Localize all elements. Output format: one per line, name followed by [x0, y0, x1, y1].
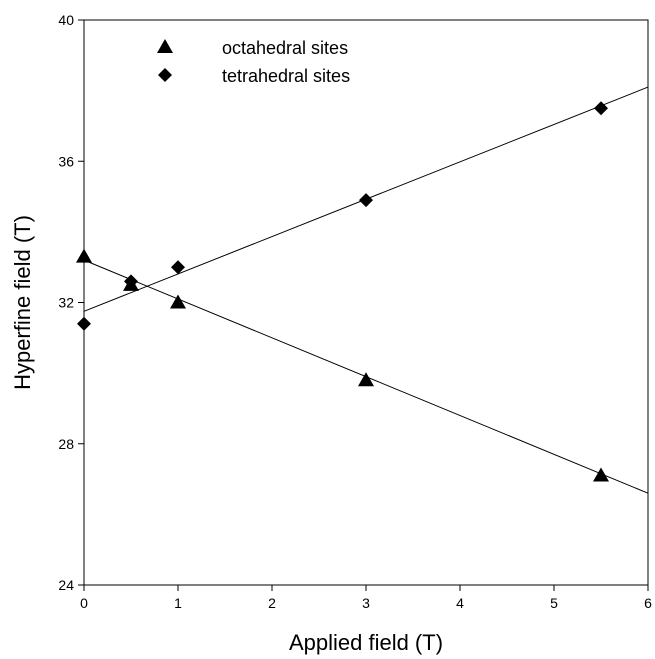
octahedral-data-point	[593, 467, 609, 482]
octahedral-data-point	[170, 294, 186, 309]
tetrahedral-data-point	[124, 274, 138, 289]
x-tick-label: 2	[268, 595, 276, 611]
fit-lines	[83, 86, 649, 494]
tetrahedral-data-point	[77, 316, 91, 331]
y-tick-label: 36	[58, 153, 74, 169]
y-axis: 24 28 32 36 40	[58, 12, 84, 593]
legend-marker-diamond	[158, 68, 172, 82]
y-tick-label: 32	[58, 295, 74, 311]
legend-item-tetrahedral: tetrahedral sites	[158, 66, 350, 86]
tetrahedral-data-point	[594, 101, 608, 116]
x-tick-label: 1	[174, 595, 182, 611]
tetrahedral-data-point	[359, 193, 373, 208]
y-tick-label: 24	[58, 577, 74, 593]
y-tick-label: 28	[58, 436, 74, 452]
x-tick-label: 6	[644, 595, 652, 611]
y-axis-label: Hyperfine field (T)	[10, 215, 35, 390]
x-tick-label: 3	[362, 595, 370, 611]
x-axis-label: Applied field (T)	[289, 630, 443, 655]
plot-frame	[83, 19, 649, 586]
x-tick-label: 0	[80, 595, 88, 611]
data-markers	[76, 101, 609, 482]
legend-item-octahedral: octahedral sites	[157, 38, 348, 58]
plot-area	[76, 19, 649, 586]
legend-marker-triangle	[157, 39, 173, 53]
octahedral-data-point	[76, 248, 92, 263]
x-tick-label: 5	[550, 595, 558, 611]
x-tick-label: 4	[456, 595, 464, 611]
octahedral-data-point	[358, 372, 374, 387]
legend-label-octahedral: octahedral sites	[222, 38, 348, 58]
legend-label-tetrahedral: tetrahedral sites	[222, 66, 350, 86]
x-axis: 0 1 2 3 4 5 6	[80, 585, 652, 611]
legend: octahedral sites tetrahedral sites	[157, 38, 350, 86]
tetrahedral-data-point	[171, 260, 185, 275]
y-tick-label: 40	[58, 12, 74, 28]
